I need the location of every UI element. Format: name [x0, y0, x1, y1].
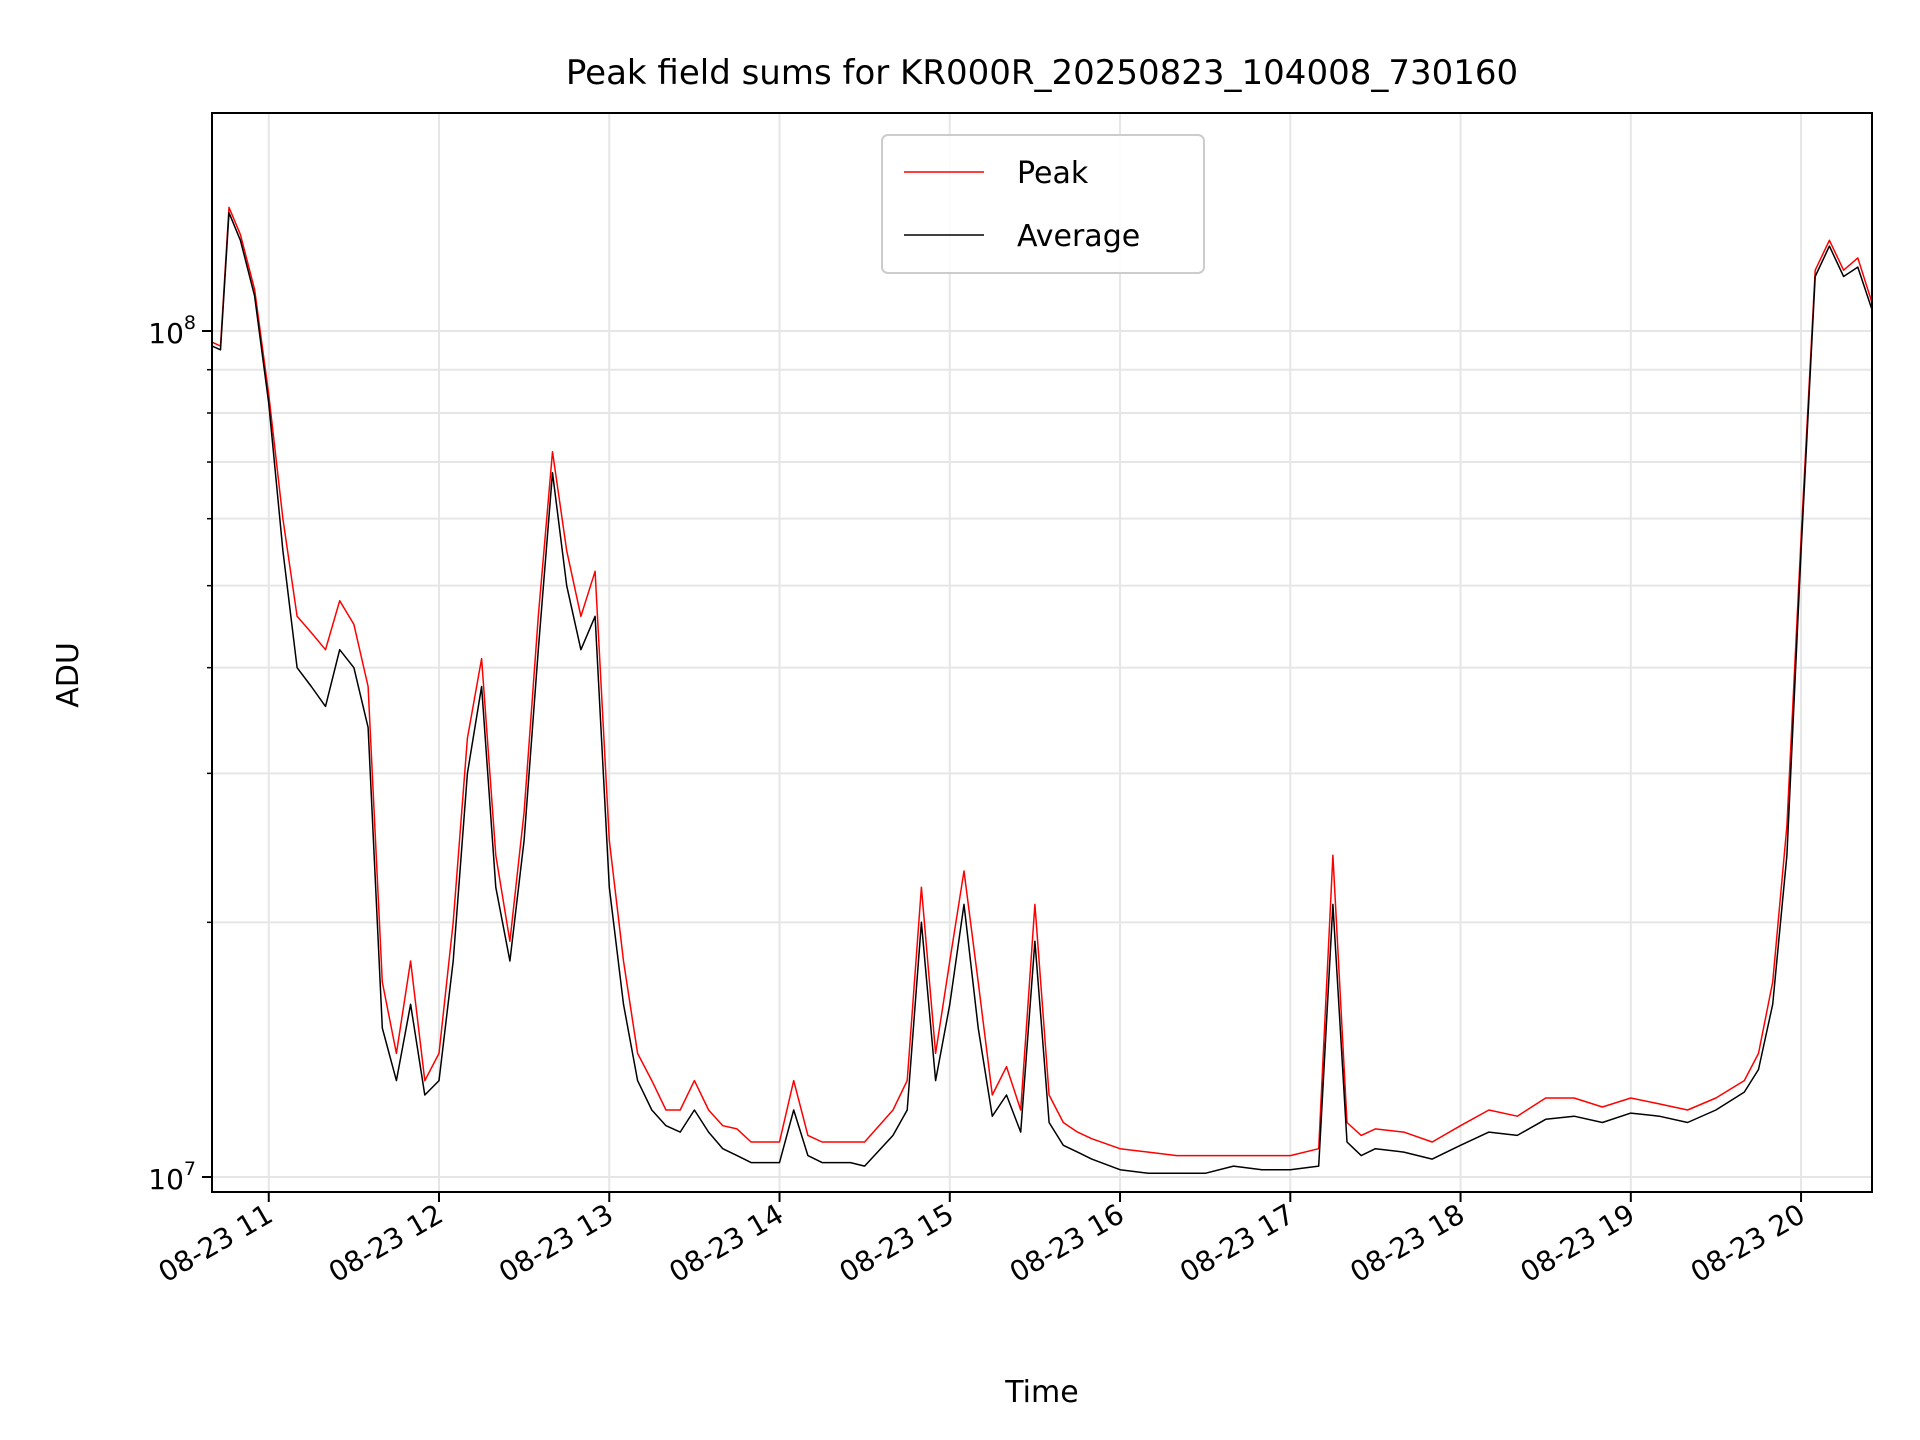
x-tick-label: 08-23 11	[153, 1197, 279, 1289]
x-tick-label: 08-23 13	[493, 1197, 619, 1289]
x-tick-label: 08-23 19	[1515, 1197, 1641, 1289]
y-tick-label: 107	[148, 1158, 196, 1196]
legend: Peak Average	[881, 134, 1205, 274]
x-tick-label: 08-23 20	[1685, 1197, 1811, 1289]
x-tick-label: 08-23 14	[663, 1197, 789, 1289]
series-line-peak	[211, 206, 1873, 1157]
x-tick-label: 08-23 12	[323, 1197, 449, 1289]
x-tick-label: 08-23 15	[834, 1197, 960, 1289]
x-tick-label: 08-23 17	[1174, 1197, 1300, 1289]
chart-title: Peak field sums for KR000R_20250823_1040…	[566, 53, 1518, 93]
x-axis-label: Time	[1004, 1375, 1078, 1410]
x-tick-label: 08-23 16	[1004, 1197, 1130, 1289]
legend-label-peak: Peak	[1017, 156, 1089, 191]
x-tick-label: 08-23 18	[1345, 1197, 1471, 1289]
plot-area: 08-23 11 08-23 12 08-23 13 08-23 14 08-23 15…	[148, 112, 1873, 1289]
y-axis-label: ADU	[51, 642, 86, 708]
plot-frame	[211, 112, 1873, 1193]
legend-box	[881, 134, 1205, 274]
series-line-average	[211, 211, 1873, 1175]
y-tick-label: 108	[148, 312, 196, 350]
legend-label-average: Average	[1017, 219, 1140, 254]
